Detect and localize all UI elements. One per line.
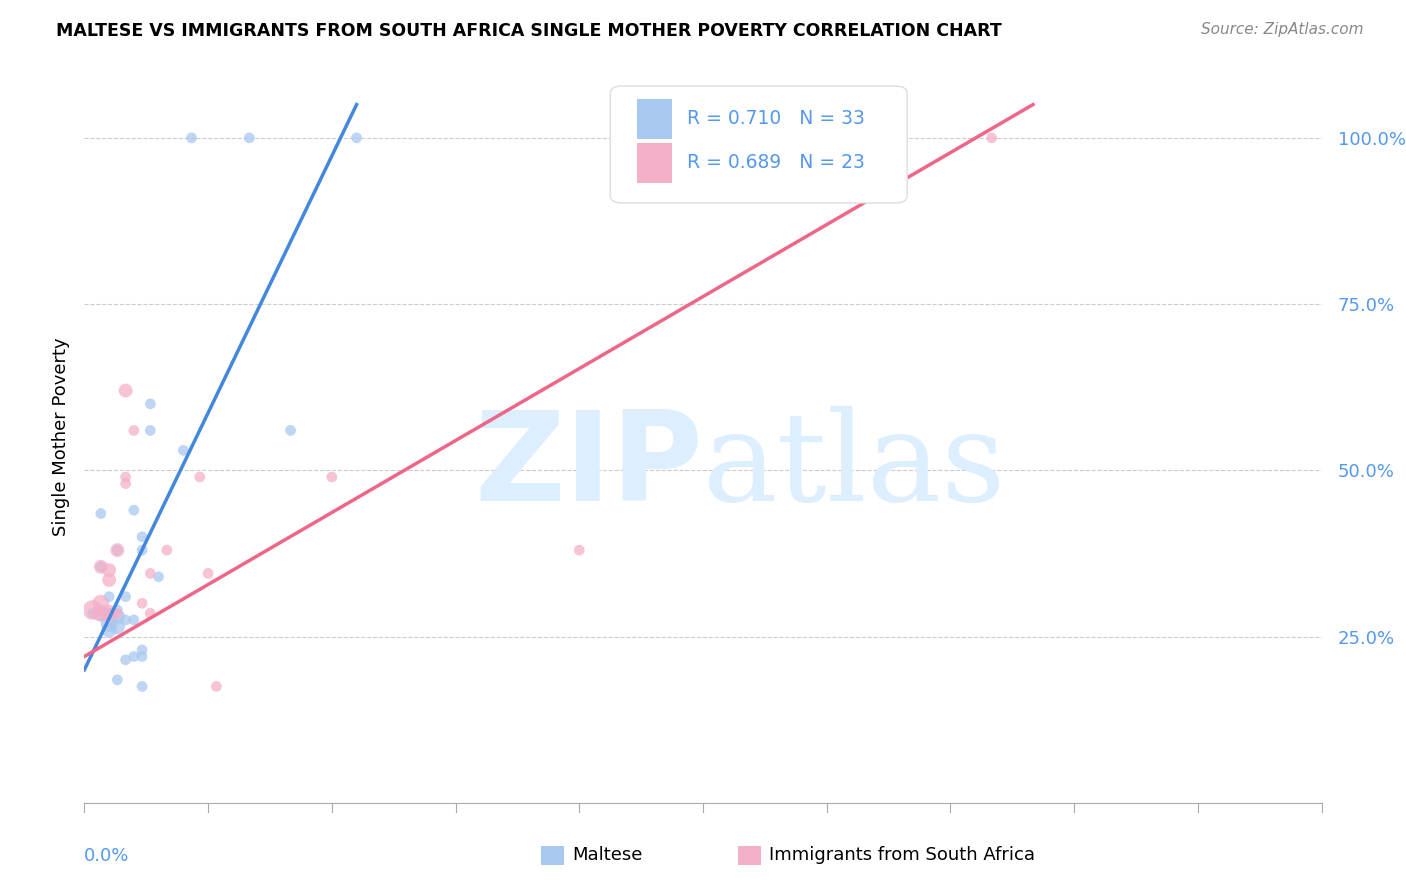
Point [98, 607, 121, 621]
Point [139, 397, 162, 411]
Text: R = 0.689   N = 23: R = 0.689 N = 23 [688, 153, 865, 172]
Point [114, 470, 136, 484]
Point [90, 559, 112, 574]
Point [131, 680, 153, 694]
Y-axis label: Single Mother Poverty: Single Mother Poverty [52, 338, 70, 536]
Point [98, 590, 121, 604]
Point [114, 384, 136, 398]
Point [90, 607, 112, 621]
FancyBboxPatch shape [610, 86, 907, 203]
Point [114, 590, 136, 604]
Point [131, 649, 153, 664]
Point [98, 623, 121, 637]
Point [90, 559, 112, 574]
Point [105, 607, 128, 621]
Point [82, 607, 104, 621]
Point [139, 424, 162, 438]
Point [105, 609, 128, 624]
Point [114, 613, 136, 627]
Point [197, 566, 219, 581]
Point [205, 680, 228, 694]
Point [105, 543, 128, 558]
Point [114, 653, 136, 667]
Point [139, 566, 162, 581]
Point [122, 503, 145, 517]
Point [122, 613, 145, 627]
Point [131, 530, 153, 544]
Text: MALTESE VS IMMIGRANTS FROM SOUTH AFRICA SINGLE MOTHER POVERTY CORRELATION CHART: MALTESE VS IMMIGRANTS FROM SOUTH AFRICA … [56, 22, 1002, 40]
Point [90, 507, 112, 521]
Point [114, 476, 136, 491]
Point [280, 424, 302, 438]
Point [105, 619, 128, 633]
Point [131, 543, 153, 558]
Point [98, 573, 121, 587]
Point [82, 603, 104, 617]
Point [98, 607, 121, 621]
Point [346, 131, 368, 145]
Point [105, 543, 128, 558]
Point [98, 563, 121, 577]
Text: atlas: atlas [703, 406, 1007, 527]
Point [122, 649, 145, 664]
Point [98, 607, 121, 621]
Point [148, 570, 170, 584]
Point [180, 131, 202, 145]
Point [131, 643, 153, 657]
Point [238, 131, 260, 145]
Point [90, 607, 112, 621]
Text: Maltese: Maltese [572, 847, 643, 864]
Point [139, 607, 162, 621]
Point [105, 603, 128, 617]
Point [105, 673, 128, 687]
Point [568, 543, 591, 558]
Text: Source: ZipAtlas.com: Source: ZipAtlas.com [1201, 22, 1364, 37]
Text: Immigrants from South Africa: Immigrants from South Africa [769, 847, 1035, 864]
Point [131, 596, 153, 610]
Text: R = 0.710   N = 33: R = 0.710 N = 33 [688, 110, 865, 128]
Point [98, 616, 121, 631]
Point [321, 470, 343, 484]
Bar [637, 99, 672, 139]
Text: ZIP: ZIP [474, 406, 703, 527]
Bar [637, 143, 672, 183]
Point [90, 596, 112, 610]
Point [156, 543, 179, 558]
Point [172, 443, 194, 458]
Point [188, 470, 211, 484]
Text: 0.0%: 0.0% [84, 847, 129, 864]
Point [122, 424, 145, 438]
Point [980, 131, 1002, 145]
